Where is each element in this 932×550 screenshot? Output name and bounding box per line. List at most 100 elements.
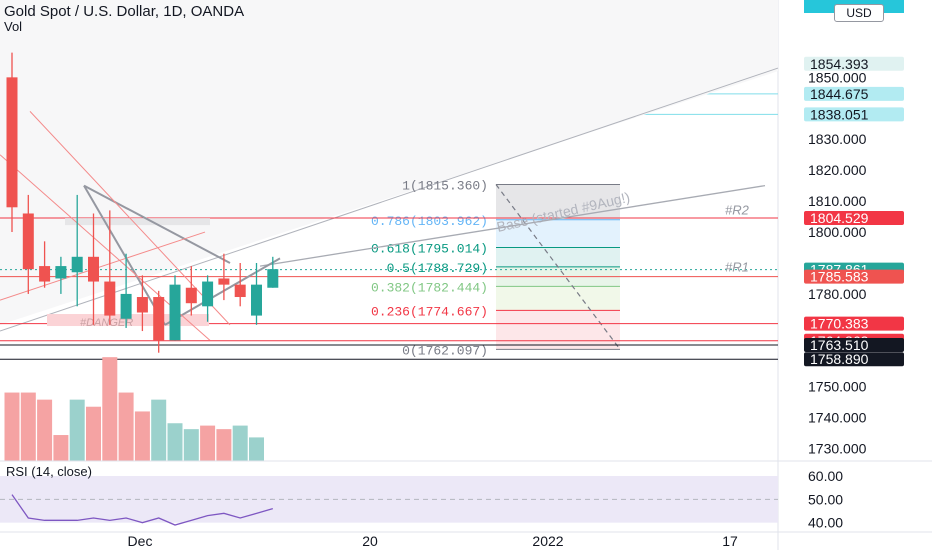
fib-label: 0.618(1795.014) <box>371 241 488 256</box>
candle-body <box>71 256 83 273</box>
price-tag-label: 1770.383 <box>810 316 869 332</box>
candle-body <box>88 256 99 282</box>
time-tick-label: 2022 <box>532 533 563 549</box>
wedge-upper <box>83 184 231 264</box>
candle-body <box>169 284 181 341</box>
volume-bar <box>53 435 69 461</box>
price-tag-bg <box>804 337 904 352</box>
price-tag-label: 1758.890 <box>810 351 869 367</box>
channel-line <box>0 67 779 332</box>
channel-area <box>0 0 778 325</box>
candle-body <box>6 77 18 208</box>
fib-diagonal <box>495 184 621 350</box>
price-tag-bg <box>804 316 904 331</box>
volume-bar <box>183 429 199 461</box>
price-tick-label: 1810.000 <box>808 193 867 209</box>
price-tag: 1804.529 <box>804 210 904 226</box>
price-tag-label: 1804.529 <box>810 210 869 226</box>
price-tag: 1838.051 <box>804 106 904 122</box>
price-tag-label: 1844.675 <box>810 86 869 102</box>
fib-zone-teal <box>496 247 620 267</box>
candle-body <box>153 297 165 341</box>
volume-bar <box>20 392 36 461</box>
r2-annotation: #R2 <box>725 203 750 218</box>
price-tick-label: 1730.000 <box>808 441 867 457</box>
fib-zone-lightgreen <box>496 286 620 311</box>
price-tag-bg <box>804 107 904 122</box>
price-tick-label: 1850.000 <box>808 69 867 85</box>
price-tag: 1770.383 <box>804 316 904 332</box>
rsi-tick-label: 60.00 <box>808 468 843 484</box>
price-tick-label: 1800.000 <box>808 224 867 240</box>
wedge-lower <box>164 257 281 326</box>
price-tag-bg <box>804 86 904 101</box>
price-tag: 1785.583 <box>804 269 904 285</box>
volume-bar <box>151 399 167 461</box>
rsi-tick-label: 40.00 <box>808 515 843 531</box>
candle-body <box>202 281 214 307</box>
price-tag-label: 1763.510 <box>810 337 869 353</box>
red-trend-1 <box>0 231 206 301</box>
volume-bar <box>232 425 248 461</box>
candle-body <box>104 281 116 316</box>
price-tag-bg <box>804 211 904 226</box>
fib-zone-blue <box>496 219 620 248</box>
candle-body <box>234 284 246 298</box>
fib-label: 0.5(1788.729) <box>387 261 488 276</box>
volume-bar <box>37 399 53 461</box>
rsi-label: RSI (14, close) <box>6 464 92 479</box>
price-tick-label: 1780.000 <box>808 286 867 302</box>
price-tag-bg <box>804 269 904 284</box>
volume-bar <box>216 429 232 461</box>
candle-body <box>22 213 34 270</box>
volume-bar <box>69 399 85 461</box>
volume-bar <box>86 406 101 461</box>
fib-label: 1(1815.360) <box>402 179 488 194</box>
candle-body <box>39 266 51 282</box>
fib-zone-red <box>496 310 620 350</box>
fib-label: 0(1762.097) <box>402 343 488 358</box>
candle-body <box>267 269 279 288</box>
currency-button[interactable]: USD <box>834 4 884 22</box>
price-tag-bg <box>804 56 904 71</box>
fib-zone-grey <box>496 184 620 220</box>
fib-label: 0.382(1782.444) <box>371 280 488 295</box>
price-tag: 1758.890 <box>804 351 904 367</box>
volume-bar <box>134 411 150 461</box>
price-tag: 1844.675 <box>804 86 904 102</box>
volume-bar <box>118 392 134 461</box>
volume-label: Vol <box>4 19 23 34</box>
price-tag-label: 1785.583 <box>810 269 869 285</box>
fib-label: 0.236(1774.667) <box>371 304 488 319</box>
candle-body <box>218 278 230 285</box>
chart-title: Gold Spot / U.S. Dollar, 1D, OANDA <box>4 3 245 20</box>
volume-bar <box>249 437 264 461</box>
grey-zone <box>65 218 210 226</box>
rsi-tick-label: 50.00 <box>808 491 843 507</box>
price-tag: 1763.510 <box>804 337 904 353</box>
wedge-left <box>83 185 166 326</box>
volume-bar <box>102 357 118 461</box>
candle-body <box>251 284 262 316</box>
time-tick-label: Dec <box>128 533 153 549</box>
candle-body <box>185 287 197 304</box>
price-tick-label: 1740.000 <box>808 410 867 426</box>
time-tick-label: 17 <box>722 533 738 549</box>
price-tag: 1854.393 <box>804 56 904 72</box>
price-tag-label: 1838.051 <box>810 106 869 122</box>
base-trendline <box>259 184 766 267</box>
candle-body <box>136 297 148 313</box>
price-tick-label: 1820.000 <box>808 162 867 178</box>
price-tag-label: 1854.393 <box>810 56 869 72</box>
time-tick-label: 20 <box>362 533 378 549</box>
volume-bar <box>200 425 216 461</box>
rsi-line <box>11 494 273 526</box>
candle-body <box>55 266 67 279</box>
price-tick-label: 1830.000 <box>808 131 867 147</box>
candle-body <box>120 293 132 319</box>
volume-bar <box>167 423 183 461</box>
fib-label: 0.786(1803.962) <box>371 214 488 229</box>
volume-bar <box>4 392 20 461</box>
r1-annotation: #R1 <box>725 260 749 275</box>
